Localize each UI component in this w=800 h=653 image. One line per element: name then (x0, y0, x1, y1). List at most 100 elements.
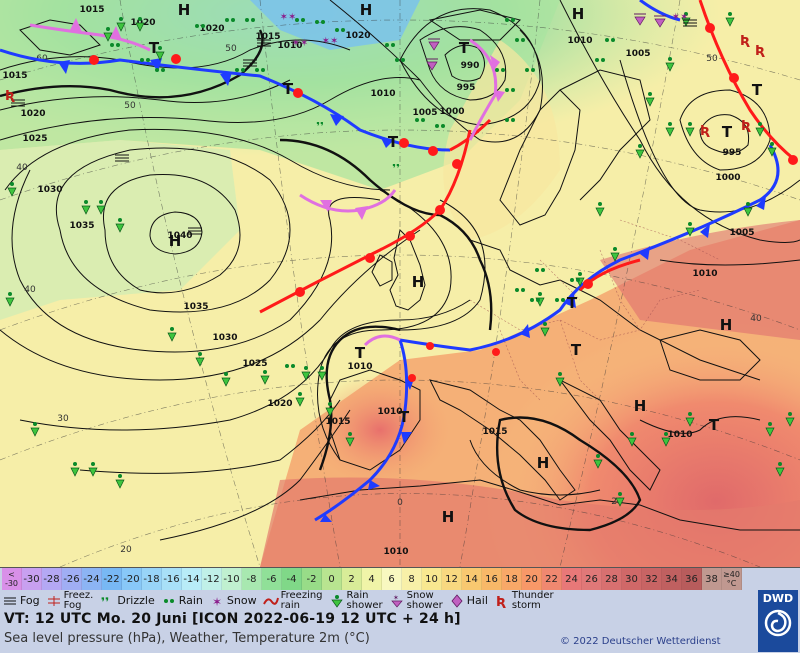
rain-shower-icon (755, 122, 765, 137)
rain-icon (505, 18, 515, 22)
rain-shower-icon (167, 327, 177, 342)
scale-max-value: ≥40 (723, 570, 740, 579)
snow-shower-icon (654, 15, 666, 28)
scale-cell: 14 (462, 568, 482, 590)
scale-cell: 32 (642, 568, 662, 590)
valid-time: VT: 12 UTC Mo. 20 Juni [ICON 2022-06-19 … (4, 611, 461, 627)
rain-icon (255, 68, 265, 72)
rain-icon (415, 118, 425, 122)
scale-cell: -6 (262, 568, 282, 590)
rain-shower-icon (115, 474, 125, 489)
high-pressure-center: H (360, 1, 373, 19)
dwd-logo[interactable]: DWD (758, 590, 798, 652)
fog-icon (243, 59, 257, 67)
rain-icon (245, 18, 255, 22)
low-pressure-center: T (388, 133, 399, 151)
rain-shower-icon (135, 17, 145, 32)
high-pressure-center: H (537, 454, 550, 472)
scale-cell: -20 (122, 568, 142, 590)
drizzle-icon: ❜❜ (316, 120, 324, 133)
rain-shower-icon (743, 202, 753, 217)
rain-icon (515, 38, 525, 42)
legend-item: Fog (2, 590, 40, 611)
isobar-label: 1010 (383, 547, 408, 557)
legend-label: Snow (226, 593, 257, 607)
high-pressure-center: H (634, 397, 647, 415)
isobar-label: 1005 (625, 49, 650, 59)
legend-item: Hail (449, 590, 488, 611)
rain-shower-icon (685, 412, 695, 427)
rain-shower-icon (116, 17, 126, 32)
cold-front-central-teeth (520, 196, 766, 338)
legend-label: Rain (178, 593, 203, 607)
rain-shower-icon (555, 372, 565, 387)
cold-front-north-teeth (58, 58, 394, 148)
warm-front-east (698, 0, 796, 162)
rain-icon (505, 118, 515, 122)
fog-icon (257, 39, 271, 47)
fog-icon (683, 19, 697, 27)
scale-cell-max: ≥40 °C (722, 568, 742, 590)
scale-cell: -8 (242, 568, 262, 590)
legend-label: Rain shower (346, 589, 383, 611)
rain-icon (161, 593, 177, 609)
scale-cell: 20 (522, 568, 542, 590)
drizzle-icon: ❜❜ (99, 593, 115, 609)
scale-cell: -30 (22, 568, 42, 590)
rain-shower-icon (610, 247, 620, 262)
coastlines (19, 9, 800, 531)
legend-item: Freezing rain (262, 589, 323, 611)
rain-icon (555, 298, 565, 302)
thunderstorm-icon: Ʀ (5, 89, 15, 104)
rain-shower-icon (70, 462, 80, 477)
rain-shower-icon (645, 92, 655, 107)
rain-icon (385, 43, 395, 47)
legend-label: Freez. Fog (63, 589, 94, 611)
rain-icon (605, 38, 615, 42)
rain-shower-icon (295, 392, 305, 407)
isobar-label: 1030 (37, 185, 62, 195)
rain-icon (495, 68, 505, 72)
spain-heat (310, 375, 450, 485)
isobar-label: 1010 (377, 407, 402, 417)
isobar-label: 995 (723, 148, 742, 158)
rain-shower-icon (665, 57, 675, 72)
low-pressure-center: T (459, 39, 470, 57)
rain-shower-icon (661, 432, 671, 447)
rain-shower-icon (345, 432, 355, 447)
rain-icon (195, 24, 205, 28)
legend-label: Hail (466, 593, 488, 607)
isobar-label: 1020 (267, 399, 292, 409)
rain-icon (530, 298, 540, 302)
isobar-label: 1015 (2, 71, 27, 81)
rain-shower-icon (155, 46, 165, 61)
scale-cell: 22 (542, 568, 562, 590)
rain-icon (515, 288, 525, 292)
isobar-label: 1010 (347, 362, 372, 372)
high-pressure-center: H (169, 232, 182, 250)
temperature-scale: < -30 -30 -28 -26 -24 -22 -20 -18 -16 -14 -12 -10 -8-… (2, 568, 742, 590)
isobar-label: 1005 (412, 108, 437, 118)
legend-item: Ʀ Thunder storm (494, 590, 554, 611)
high-pressure-center: H (178, 1, 191, 19)
scale-cell: 38 (702, 568, 722, 590)
rain-icon (155, 68, 165, 72)
pressure-centers: H H H H H H H H H T T T T T T T T T T T (149, 1, 763, 526)
isobar-label: 1030 (212, 333, 237, 343)
freezing-rain-icon (262, 593, 279, 609)
scale-cell: -12 (202, 568, 222, 590)
scale-max-unit: °C (726, 579, 737, 588)
low-pressure-center: T (571, 341, 582, 359)
low-pressure-center: T (709, 416, 720, 434)
legend-label: Freezing rain (280, 589, 323, 611)
scale-min-value: -30 (4, 579, 19, 588)
isobar-label: 1015 (255, 32, 280, 42)
warm-front-biscay-bumps (408, 342, 500, 382)
snow-shower-icon (426, 58, 438, 71)
chart-caption: Sea level pressure (hPa), Weather, Tempe… (4, 631, 370, 646)
warm-front-north-bumps (89, 54, 438, 156)
cold-front-central (399, 144, 780, 352)
scale-cell: -26 (62, 568, 82, 590)
thunderstorm-icon: Ʀ (494, 593, 510, 609)
low-pressure-center: T (399, 408, 410, 426)
